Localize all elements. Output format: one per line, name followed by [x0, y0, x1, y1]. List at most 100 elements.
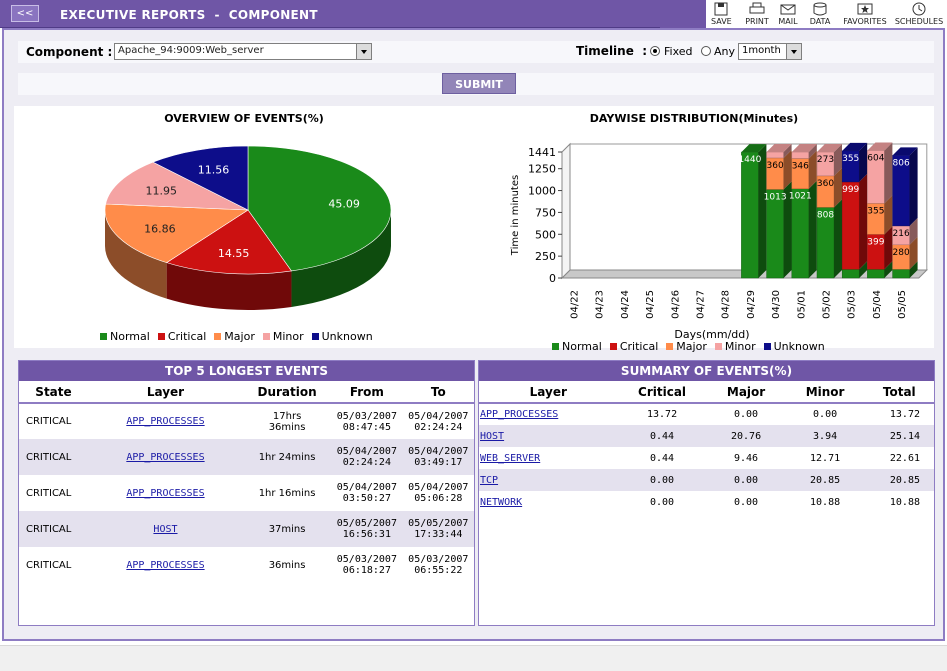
- bar-label-04/30-major: 360: [767, 161, 784, 171]
- x-tick-label: 04/30: [771, 290, 782, 319]
- legend-label-critical: Critical: [619, 340, 659, 353]
- legend-swatch-critical: [609, 343, 617, 350]
- any-radio[interactable]: [701, 46, 711, 56]
- bar-top-04/29: [741, 144, 767, 153]
- bar-label-05/02-minor: 273: [817, 155, 834, 165]
- bar-side-05/02-normal: [834, 199, 842, 278]
- total-cell: 22.61: [889, 452, 920, 464]
- report-frame: Component : Apache_94:9009:Web_server Ti…: [2, 28, 945, 641]
- from-cell: 05/05/2007 16:56:31: [331, 511, 403, 547]
- favorites-icon: [857, 3, 873, 15]
- column-header-from: From: [331, 381, 403, 404]
- legend-swatch-major: [214, 333, 222, 340]
- x-tick-label: 04/24: [620, 290, 631, 319]
- minor-cell: 12.71: [810, 452, 841, 464]
- bar-segment-05/03-normal: [841, 269, 860, 279]
- bar-top-04/30: [766, 144, 792, 152]
- chevron-down-icon[interactable]: [786, 44, 801, 59]
- legend-swatch-unknown: [763, 343, 771, 350]
- x-tick-label: 05/02: [822, 290, 833, 319]
- total-cell: 13.72: [889, 409, 920, 420]
- submit-button[interactable]: SUBMIT: [442, 73, 516, 94]
- major-cell: 0.00: [734, 409, 759, 420]
- bar-label-05/03-critical: 999: [842, 185, 859, 195]
- layer-cell: APP_PROCESSES: [87, 439, 243, 475]
- bar-label-04/29-normal: 1440: [738, 155, 761, 165]
- save-label: SAVE: [711, 17, 732, 26]
- legend-label-normal: Normal: [562, 340, 602, 353]
- pie-side-critical: [166, 262, 292, 310]
- fixed-radio[interactable]: [650, 46, 660, 56]
- mail-label: MAIL: [778, 17, 798, 26]
- x-tick-label: 04/26: [670, 290, 681, 319]
- bar-side-05/02-major: [834, 167, 842, 208]
- x-tick-label: 05/01: [796, 290, 807, 319]
- critical-cell: 0.44: [649, 452, 675, 464]
- layer-link[interactable]: APP_PROCESSES: [480, 409, 559, 420]
- bar-segment-05/05-normal: [892, 269, 910, 279]
- bar-top-05/04: [867, 142, 893, 151]
- bar-top-05/01: [791, 144, 817, 152]
- state-cell: CRITICAL: [26, 559, 72, 571]
- x-tick-label: 04/25: [645, 290, 656, 319]
- layer-link[interactable]: APP_PROCESSES: [126, 559, 205, 571]
- bar-side-05/04-critical: [884, 226, 893, 270]
- status-bar: [0, 645, 947, 671]
- minor-cell: 20.85: [785, 469, 865, 491]
- top-events-panel: TOP 5 LONGEST EVENTS State Layer Duration F…: [18, 360, 475, 626]
- mail-button[interactable]: MAIL: [776, 1, 800, 26]
- legend-label-major: Major: [224, 330, 255, 343]
- layer-link[interactable]: APP_PROCESSES: [126, 451, 205, 463]
- pie-chart: 45.09 14.55 16.86 11.95 11.56: [104, 145, 392, 310]
- major-cell: 0.00: [734, 496, 759, 508]
- layer-link[interactable]: NETWORK: [480, 496, 523, 508]
- x-tick-label: 04/22: [570, 290, 581, 319]
- x-tick-label: 04/27: [696, 290, 707, 319]
- major-cell: 20.76: [706, 425, 786, 447]
- layer-link[interactable]: HOST: [480, 430, 505, 442]
- schedules-label: SCHEDULES: [894, 17, 944, 26]
- legend-swatch-critical: [157, 333, 165, 340]
- critical-cell: 0.00: [617, 469, 707, 491]
- period-select[interactable]: 1month: [738, 43, 802, 60]
- table-row: TCP 0.00 0.00 20.85 20.85: [479, 469, 934, 491]
- save-icon: [714, 2, 728, 16]
- bar-side-05/04-normal: [884, 261, 893, 278]
- schedules-button[interactable]: SCHEDULES: [894, 1, 944, 26]
- table-row: WEB_SERVER 0.44 9.46 12.71 22.61: [479, 447, 934, 469]
- layer-link[interactable]: HOST: [153, 523, 178, 535]
- component-select[interactable]: Apache_94:9009:Web_server: [114, 43, 372, 60]
- table-row: CRITICAL HOST 37mins 05/05/2007 16:56:31 05/0…: [19, 511, 474, 547]
- summary-title: SUMMARY OF EVENTS(%): [479, 361, 934, 381]
- x-tick-label: 05/03: [847, 290, 858, 319]
- data-button[interactable]: DATA: [807, 1, 833, 26]
- table-row: CRITICAL APP_PROCESSES 1hr 16mins 05/04/200…: [19, 475, 474, 511]
- print-button[interactable]: PRINT: [742, 1, 772, 26]
- layer-link[interactable]: APP_PROCESSES: [126, 416, 205, 427]
- layer-link[interactable]: TCP: [480, 474, 499, 486]
- chevron-down-icon[interactable]: [356, 44, 371, 59]
- save-button[interactable]: SAVE: [711, 1, 732, 26]
- layer-cell: TCP: [479, 469, 618, 491]
- layer-link[interactable]: APP_PROCESSES: [126, 487, 205, 499]
- pie-chart-title: OVERVIEW OF EVENTS(%): [164, 112, 324, 125]
- layer-cell: APP_PROCESSES: [479, 403, 618, 425]
- column-header-total: Total: [864, 381, 934, 404]
- back-button[interactable]: <<: [11, 5, 39, 22]
- table-row: APP_PROCESSES 13.72 0.00 0.00 13.72: [479, 403, 934, 425]
- state-cell: CRITICAL: [19, 511, 88, 547]
- bar-side-05/03-unknown: [859, 142, 868, 182]
- layer-link[interactable]: WEB_SERVER: [480, 452, 541, 464]
- pie-side-major: [105, 210, 167, 299]
- table-row: CRITICAL APP_PROCESSES 17hrs 36mins 05/03/20…: [19, 403, 474, 439]
- bar-top-05/03: [842, 142, 868, 151]
- legend-swatch-major: [666, 343, 674, 350]
- y-tick-label: 1000: [528, 185, 556, 198]
- legend-swatch-normal: [552, 343, 559, 350]
- x-tick-label: 05/04: [872, 290, 883, 319]
- bar-segment-05/03-critical: [841, 181, 860, 270]
- pie-slice-normal: [247, 145, 392, 272]
- legend-label-critical: Critical: [167, 330, 207, 343]
- layer-cell: APP_PROCESSES: [88, 547, 243, 583]
- favorites-button[interactable]: FAVORITES: [839, 1, 891, 26]
